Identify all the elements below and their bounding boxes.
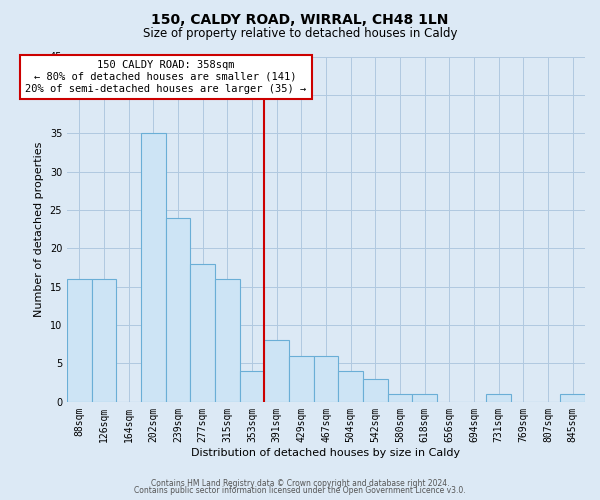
Text: 150, CALDY ROAD, WIRRAL, CH48 1LN: 150, CALDY ROAD, WIRRAL, CH48 1LN [151,12,449,26]
Bar [190,264,215,402]
Bar [388,394,412,402]
Bar [314,356,338,402]
Bar [363,379,388,402]
Bar [166,218,190,402]
X-axis label: Distribution of detached houses by size in Caldy: Distribution of detached houses by size … [191,448,461,458]
Text: Contains public sector information licensed under the Open Government Licence v3: Contains public sector information licen… [134,486,466,495]
Bar [141,133,166,402]
Bar [67,279,92,402]
Bar [338,371,363,402]
Text: Size of property relative to detached houses in Caldy: Size of property relative to detached ho… [143,28,457,40]
Y-axis label: Number of detached properties: Number of detached properties [34,142,44,317]
Bar [560,394,585,402]
Bar [289,356,314,402]
Text: Contains HM Land Registry data © Crown copyright and database right 2024.: Contains HM Land Registry data © Crown c… [151,478,449,488]
Text: 150 CALDY ROAD: 358sqm
← 80% of detached houses are smaller (141)
20% of semi-de: 150 CALDY ROAD: 358sqm ← 80% of detached… [25,60,307,94]
Bar [215,279,240,402]
Bar [92,279,116,402]
Bar [265,340,289,402]
Bar [240,371,265,402]
Bar [487,394,511,402]
Bar [412,394,437,402]
